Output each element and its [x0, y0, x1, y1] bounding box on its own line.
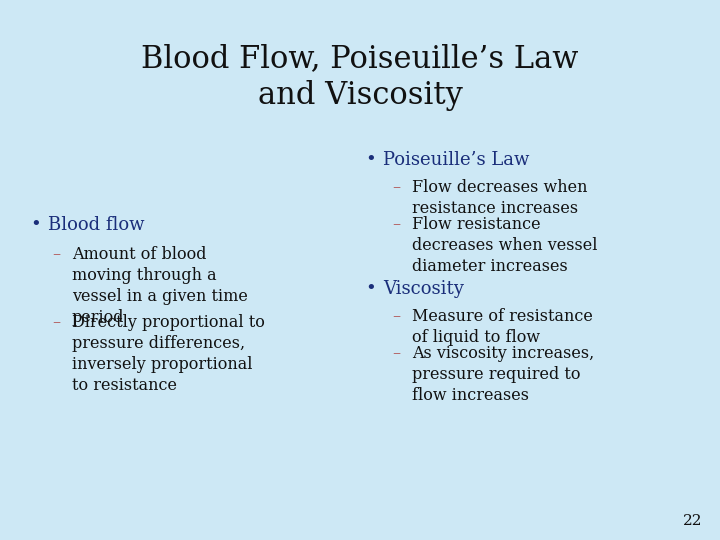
- Text: Blood Flow, Poiseuille’s Law
and Viscosity: Blood Flow, Poiseuille’s Law and Viscosi…: [141, 43, 579, 111]
- Text: Viscosity: Viscosity: [383, 280, 464, 298]
- Text: Measure of resistance
of liquid to flow: Measure of resistance of liquid to flow: [412, 308, 593, 346]
- Text: •: •: [365, 151, 376, 169]
- Text: –: –: [392, 308, 400, 325]
- Text: Poiseuille’s Law: Poiseuille’s Law: [383, 151, 529, 169]
- Text: As viscosity increases,
pressure required to
flow increases: As viscosity increases, pressure require…: [412, 345, 594, 403]
- Text: –: –: [392, 179, 400, 196]
- Text: Amount of blood
moving through a
vessel in a given time
period: Amount of blood moving through a vessel …: [72, 246, 248, 326]
- Text: •: •: [365, 280, 376, 298]
- Text: Directly proportional to
pressure differences,
inversely proportional
to resista: Directly proportional to pressure differ…: [72, 314, 265, 394]
- Text: –: –: [392, 345, 400, 362]
- Text: Flow resistance
decreases when vessel
diameter increases: Flow resistance decreases when vessel di…: [412, 216, 598, 275]
- Text: –: –: [392, 216, 400, 233]
- Text: Blood flow: Blood flow: [48, 216, 145, 234]
- Text: Flow decreases when
resistance increases: Flow decreases when resistance increases: [412, 179, 588, 217]
- Text: 22: 22: [683, 514, 702, 528]
- Text: –: –: [52, 246, 60, 263]
- Text: –: –: [52, 314, 60, 331]
- Text: •: •: [30, 216, 41, 234]
